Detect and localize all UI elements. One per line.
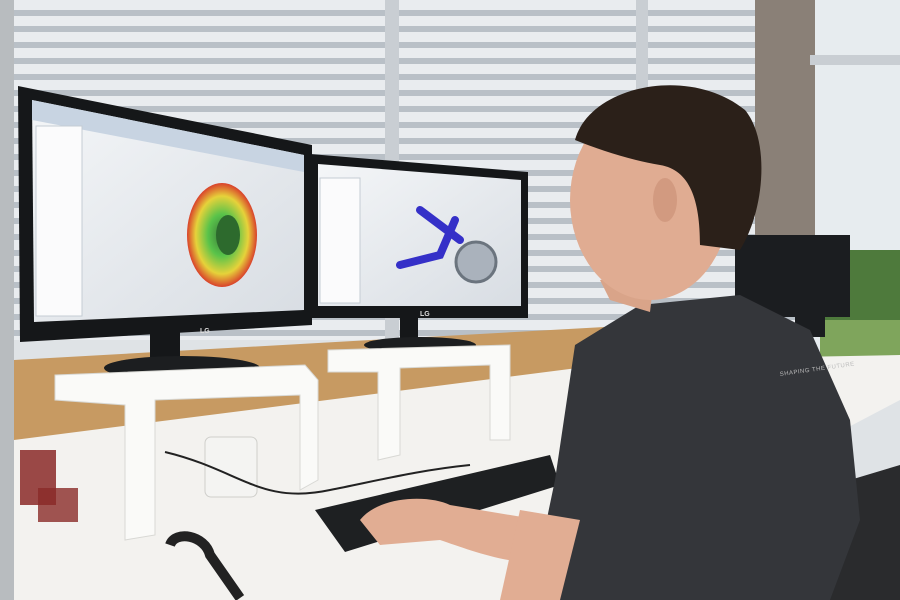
monitor-stand [400, 318, 418, 343]
tree-panel [35, 125, 83, 317]
curtain [755, 0, 815, 240]
shirt [530, 295, 860, 600]
cad-hub [216, 215, 240, 255]
arm [500, 510, 580, 600]
window-frame [810, 55, 900, 65]
monitor-riser [327, 344, 511, 461]
cad-suspension [396, 206, 464, 269]
hair [575, 85, 762, 250]
monitor-riser [54, 364, 319, 541]
brand-logo: LG [200, 328, 210, 335]
toolbar [32, 100, 304, 172]
tree-panel [319, 177, 361, 304]
cup [38, 488, 78, 522]
wall-edge [0, 0, 14, 600]
ear [653, 178, 677, 222]
controller [165, 531, 245, 600]
brand-logo: LG [420, 311, 430, 318]
lawn [820, 320, 900, 360]
cad-disc [454, 240, 498, 284]
hand [360, 498, 560, 563]
cable [164, 451, 471, 495]
